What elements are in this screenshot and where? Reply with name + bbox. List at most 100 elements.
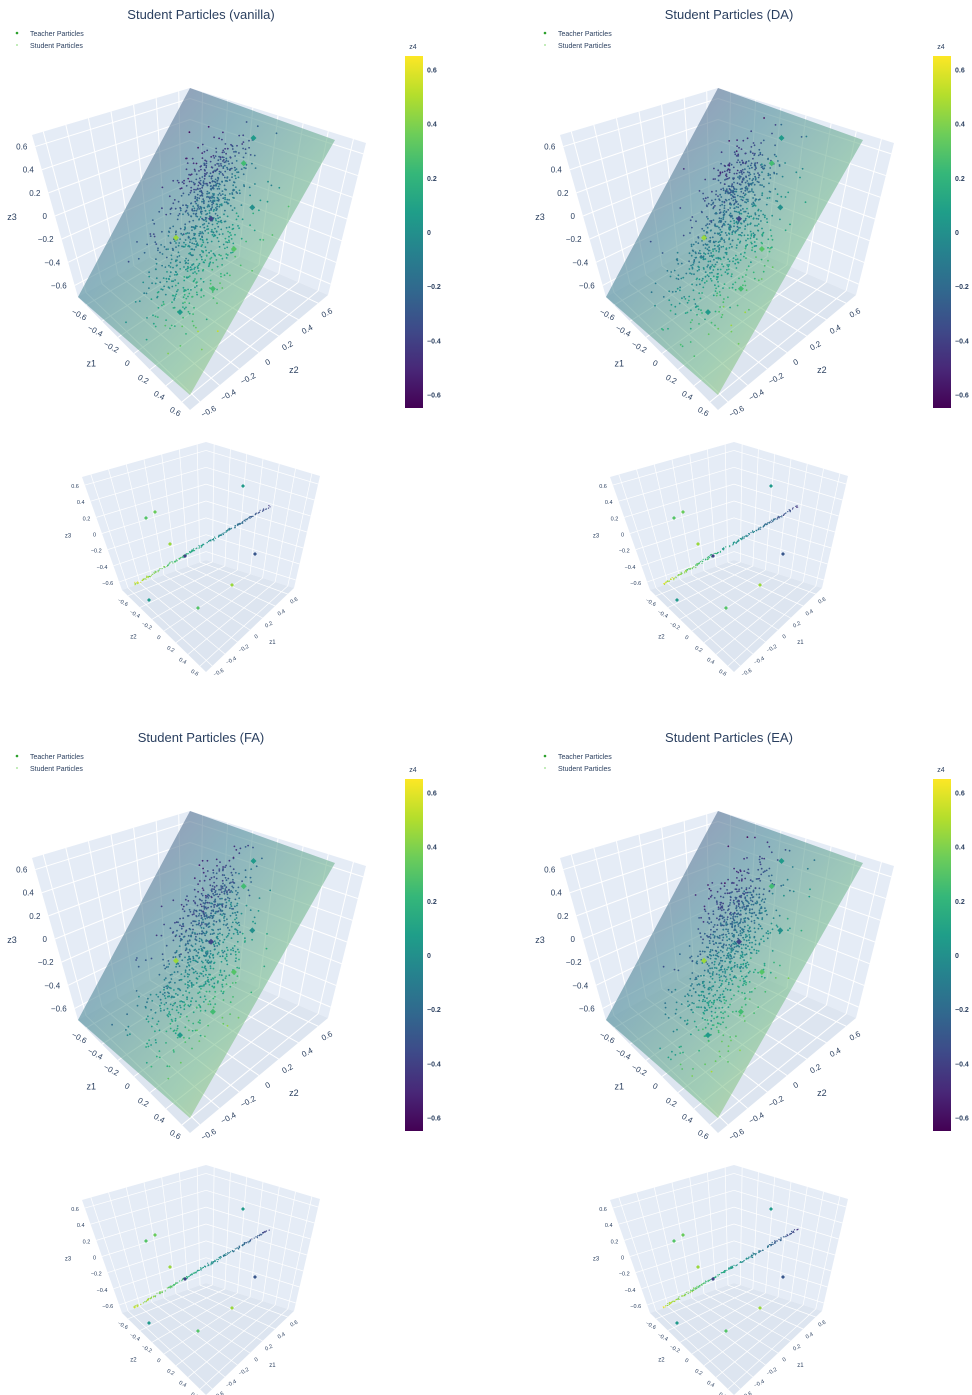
inset-scene[interactable]: 0.60.40.20−0.2−0.4−0.6z3−0.6−0.4−0.200.2… bbox=[593, 1165, 848, 1395]
student-particle bbox=[181, 1280, 183, 1282]
p1-main-tick-z1: 0.4 bbox=[680, 389, 695, 402]
student-particle bbox=[202, 918, 204, 921]
student-particle bbox=[721, 263, 723, 265]
student-particle bbox=[216, 905, 219, 907]
main-scene[interactable]: 0.60.40.20−0.2−0.4−0.6z3−0.6−0.4−0.200.2… bbox=[7, 811, 366, 1142]
student-particle bbox=[712, 971, 714, 973]
student-particle bbox=[725, 978, 728, 981]
student-particle bbox=[185, 168, 188, 171]
student-particle bbox=[749, 897, 752, 899]
student-particle bbox=[191, 924, 194, 927]
student-particle bbox=[721, 980, 724, 982]
student-particle bbox=[741, 187, 743, 190]
student-particle bbox=[223, 938, 226, 941]
student-particle bbox=[219, 928, 222, 930]
student-particle bbox=[730, 194, 733, 196]
student-particle bbox=[176, 290, 178, 293]
student-particle bbox=[220, 164, 223, 167]
student-particle bbox=[216, 893, 219, 895]
p0-inset-tick-z1: −0.6 bbox=[213, 668, 225, 678]
student-particle bbox=[708, 935, 711, 938]
student-particle bbox=[214, 536, 216, 538]
student-particle bbox=[203, 162, 206, 165]
student-particle bbox=[743, 892, 745, 895]
student-particle bbox=[169, 1022, 172, 1025]
student-particle bbox=[197, 270, 200, 272]
student-particle bbox=[733, 867, 735, 870]
student-particle bbox=[703, 200, 706, 202]
student-particle bbox=[744, 892, 747, 894]
student-particle bbox=[757, 1006, 760, 1008]
inset-scene[interactable]: 0.60.40.20−0.2−0.4−0.6z3−0.6−0.4−0.200.2… bbox=[593, 442, 848, 678]
student-particle bbox=[700, 936, 702, 938]
teacher-particles-inset bbox=[672, 484, 785, 610]
p1-inset-tick-z3: −0.4 bbox=[625, 565, 636, 571]
student-particle bbox=[164, 967, 167, 970]
student-particle bbox=[225, 953, 228, 956]
student-particle bbox=[763, 901, 766, 903]
student-particle bbox=[196, 954, 199, 957]
student-particle bbox=[721, 224, 724, 227]
student-particle bbox=[733, 151, 736, 154]
student-particle bbox=[211, 885, 214, 887]
student-particle bbox=[758, 911, 761, 914]
student-particle bbox=[741, 874, 743, 877]
student-particle bbox=[193, 243, 196, 245]
student-particle bbox=[188, 955, 190, 958]
student-particle bbox=[204, 955, 206, 958]
teacher-particle bbox=[681, 510, 685, 514]
inset-scene[interactable]: 0.60.40.20−0.2−0.4−0.6z3−0.6−0.4−0.200.2… bbox=[65, 1165, 320, 1395]
student-particle bbox=[193, 226, 196, 229]
main-scene[interactable]: 0.60.40.20−0.2−0.4−0.6z3−0.6−0.4−0.200.2… bbox=[7, 88, 366, 419]
p2-main-tick-z3: 0.4 bbox=[23, 889, 35, 898]
colorbar-tick: 0.2 bbox=[427, 899, 437, 906]
student-particle bbox=[220, 974, 223, 977]
student-particle bbox=[743, 210, 745, 213]
student-particle bbox=[180, 978, 183, 981]
student-particle bbox=[733, 912, 736, 914]
student-particle bbox=[192, 1272, 194, 1274]
student-particle bbox=[218, 974, 221, 976]
student-particle bbox=[719, 901, 722, 904]
inset-scene[interactable]: 0.60.40.20−0.2−0.4−0.6z3−0.6−0.4−0.200.2… bbox=[65, 442, 320, 678]
student-particle bbox=[210, 1262, 212, 1264]
student-particle bbox=[729, 913, 731, 915]
student-particle bbox=[215, 858, 218, 861]
student-particle bbox=[143, 251, 146, 254]
student-particle bbox=[182, 316, 185, 319]
student-particle bbox=[199, 231, 202, 233]
student-particle bbox=[744, 877, 747, 880]
student-particle bbox=[217, 220, 220, 223]
student-particle bbox=[235, 168, 238, 171]
student-particle bbox=[234, 155, 237, 157]
p2-main-tick-z2: −0.2 bbox=[239, 1094, 258, 1110]
p3-main-tick-z2: −0.6 bbox=[728, 1127, 747, 1143]
student-particle bbox=[232, 878, 234, 881]
student-particle bbox=[786, 1233, 788, 1236]
student-particle bbox=[161, 304, 163, 307]
colorbar-title: z4 bbox=[937, 44, 945, 51]
student-particle bbox=[749, 970, 751, 973]
student-particle bbox=[227, 877, 230, 880]
student-particle bbox=[150, 1065, 153, 1068]
student-particle bbox=[712, 206, 715, 209]
main-scene[interactable]: 0.60.40.20−0.2−0.4−0.6z3−0.6−0.4−0.200.2… bbox=[535, 811, 894, 1142]
student-particle bbox=[713, 265, 716, 268]
student-particle bbox=[754, 178, 757, 181]
student-particle bbox=[177, 282, 180, 285]
student-particle bbox=[169, 927, 172, 930]
student-particle bbox=[704, 559, 707, 561]
main-scene[interactable]: 0.60.40.20−0.2−0.4−0.6z3−0.6−0.4−0.200.2… bbox=[535, 88, 894, 419]
student-particle bbox=[231, 885, 234, 888]
student-particle bbox=[665, 581, 667, 583]
student-particle bbox=[231, 223, 234, 226]
student-particle bbox=[188, 173, 191, 176]
student-particle bbox=[190, 268, 193, 271]
student-particle bbox=[724, 232, 727, 234]
student-particle bbox=[200, 933, 203, 935]
chart-title: Student Particles (EA) bbox=[665, 730, 793, 745]
